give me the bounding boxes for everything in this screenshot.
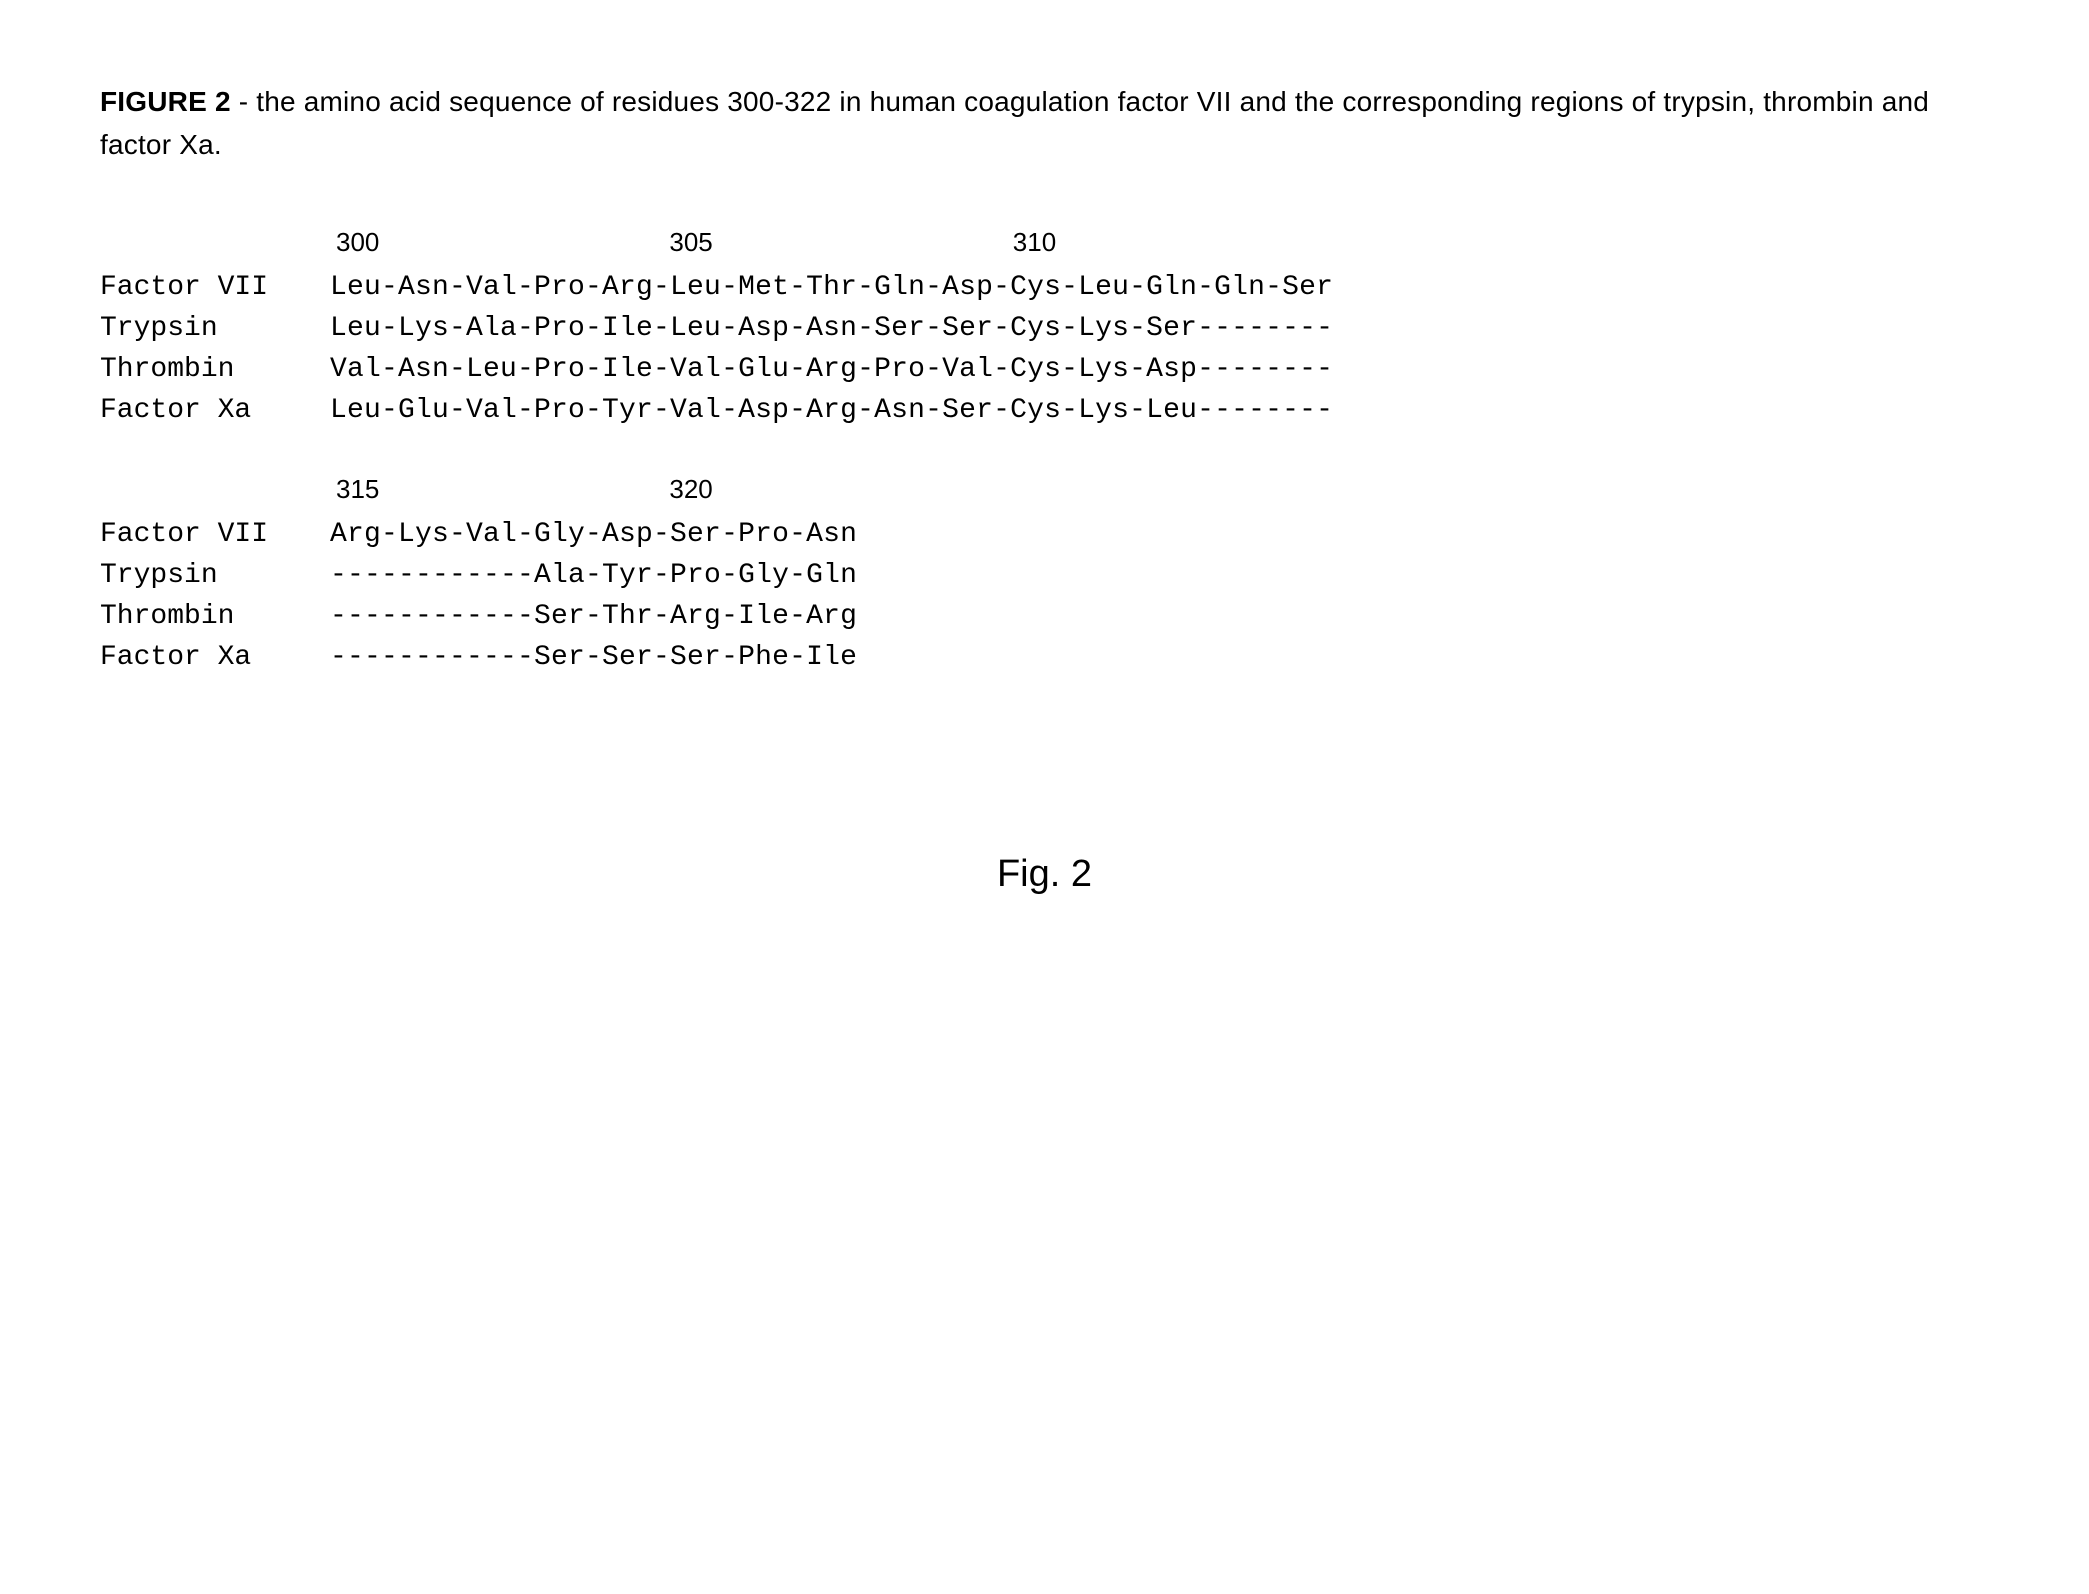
figure-caption: Fig. 2 (100, 853, 1989, 896)
position-label: 310 (1013, 227, 1056, 258)
figure-title-rest: - the amino acid sequence of residues 30… (100, 86, 1929, 160)
protein-label: Factor Xa (100, 642, 330, 673)
sequence-row: Factor Xa ------------Ser-Ser-Ser-Phe-Il… (100, 642, 1989, 673)
figure-title: FIGURE 2 - the amino acid sequence of re… (100, 80, 1989, 167)
protein-label: Trypsin (100, 313, 330, 344)
position-spacer (100, 474, 330, 505)
protein-label: Trypsin (100, 560, 330, 591)
position-label: 305 (669, 227, 712, 258)
sequence-text: Leu-Glu-Val-Pro-Tyr-Val-Asp-Arg-Asn-Ser-… (330, 395, 1333, 426)
sequence-row: Trypsin ------------Ala-Tyr-Pro-Gly-Gln (100, 560, 1989, 591)
sequence-text: ------------Ser-Ser-Ser-Phe-Ile (330, 642, 857, 673)
sequence-text: Leu-Lys-Ala-Pro-Ile-Leu-Asp-Asn-Ser-Ser-… (330, 313, 1333, 344)
position-row: 315 320 (100, 474, 1989, 505)
sequence-row: Thrombin Val-Asn-Leu-Pro-Ile-Val-Glu-Arg… (100, 354, 1989, 385)
position-label: 300 (336, 227, 379, 258)
sequence-text: Arg-Lys-Val-Gly-Asp-Ser-Pro-Asn (330, 519, 857, 550)
position-row: 300 305 310 (100, 227, 1989, 258)
sequence-row: Factor VII Leu-Asn-Val-Pro-Arg-Leu-Met-T… (100, 272, 1989, 303)
alignment-block-2: 315 320 Factor VII Arg-Lys-Val-Gly-Asp-S… (100, 474, 1989, 673)
position-label: 320 (669, 474, 712, 505)
sequence-text: Val-Asn-Leu-Pro-Ile-Val-Glu-Arg-Pro-Val-… (330, 354, 1333, 385)
figure-title-prefix: FIGURE 2 (100, 86, 231, 117)
sequence-row: Trypsin Leu-Lys-Ala-Pro-Ile-Leu-Asp-Asn-… (100, 313, 1989, 344)
protein-label: Thrombin (100, 354, 330, 385)
sequence-row: Factor Xa Leu-Glu-Val-Pro-Tyr-Val-Asp-Ar… (100, 395, 1989, 426)
sequence-row: Factor VII Arg-Lys-Val-Gly-Asp-Ser-Pro-A… (100, 519, 1989, 550)
alignment-block-1: 300 305 310 Factor VII Leu-Asn-Val-Pro-A… (100, 227, 1989, 426)
position-label: 315 (336, 474, 379, 505)
protein-label: Factor VII (100, 519, 330, 550)
protein-label: Factor Xa (100, 395, 330, 426)
sequence-row: Thrombin ------------Ser-Thr-Arg-Ile-Arg (100, 601, 1989, 632)
position-spacer (100, 227, 330, 258)
sequence-text: Leu-Asn-Val-Pro-Arg-Leu-Met-Thr-Gln-Asp-… (330, 272, 1333, 303)
sequence-text: ------------Ala-Tyr-Pro-Gly-Gln (330, 560, 857, 591)
sequence-text: ------------Ser-Thr-Arg-Ile-Arg (330, 601, 857, 632)
protein-label: Factor VII (100, 272, 330, 303)
protein-label: Thrombin (100, 601, 330, 632)
